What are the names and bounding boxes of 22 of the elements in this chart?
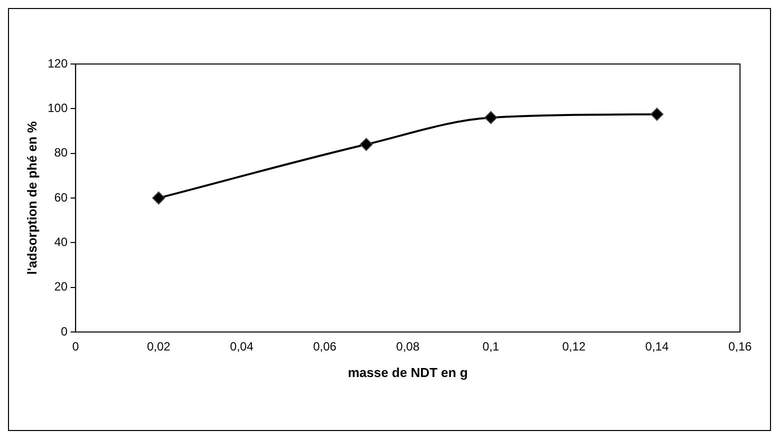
- point: [650, 108, 664, 121]
- point: [360, 138, 373, 151]
- x-tick-label: 0,02: [146, 340, 171, 354]
- x-axis-title: masse de NDT en g: [348, 364, 468, 380]
- y-axis-title: l'adsorption de phé en %: [24, 120, 40, 275]
- y-tick-label: 40: [54, 234, 68, 249]
- y-tick-label: 80: [54, 146, 68, 160]
- x-tick-label: 0,08: [396, 340, 420, 354]
- x-tick-label: 0,12: [562, 340, 586, 354]
- x-tick-label: 0,06: [313, 340, 337, 354]
- x-tick-label: 0,04: [230, 340, 254, 354]
- y-tick-label: 20: [54, 280, 68, 294]
- x-tick-label: 0,1: [482, 340, 500, 354]
- y-tick-label: 0: [60, 324, 68, 338]
- y-tick-label: 100: [48, 100, 68, 115]
- point: [152, 192, 166, 204]
- point: [484, 111, 498, 124]
- x-tick-label: 0,16: [728, 340, 752, 354]
- y-tick-label: 120: [48, 56, 68, 70]
- y-tick-label: 60: [54, 190, 68, 204]
- x-tick-label: 0: [72, 340, 80, 354]
- x-tick-label: 0,14: [645, 340, 669, 354]
